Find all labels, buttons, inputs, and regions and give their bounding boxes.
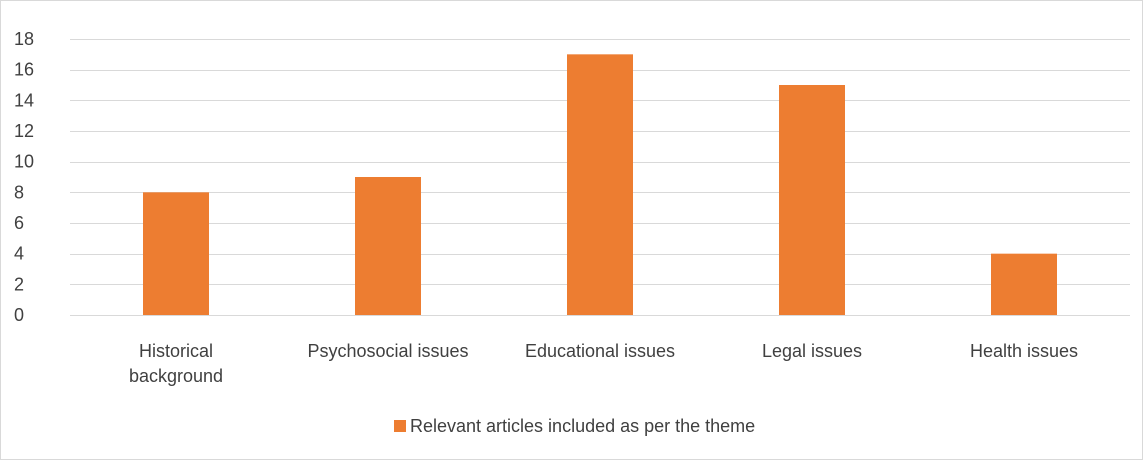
bar-historical-background xyxy=(143,192,209,315)
x-axis-category-labels: Historical background Psychosocial issues E… xyxy=(129,341,1078,386)
bar-psychosocial-issues xyxy=(355,177,421,315)
x-category-label-line: Health issues xyxy=(970,341,1078,361)
legend-label: Relevant articles included as per the th… xyxy=(410,416,755,436)
legend: Relevant articles included as per the th… xyxy=(394,416,755,436)
bar-educational-issues xyxy=(567,54,633,315)
y-tick-label: 0 xyxy=(14,305,24,325)
y-axis-tick-labels: 0 2 4 6 8 10 12 14 16 18 xyxy=(14,29,34,325)
legend-swatch xyxy=(394,420,406,432)
y-tick-label: 6 xyxy=(14,213,24,233)
x-category-label-line: Legal issues xyxy=(762,341,862,361)
x-category-label-line: Educational issues xyxy=(525,341,675,361)
y-tick-label: 10 xyxy=(14,152,34,172)
y-tick-label: 18 xyxy=(14,29,34,49)
y-tick-label: 2 xyxy=(14,274,24,294)
x-category-label: Legal issues xyxy=(762,341,862,361)
x-category-label: Historical background xyxy=(129,341,223,386)
bar-legal-issues xyxy=(779,85,845,315)
y-tick-label: 8 xyxy=(14,182,24,202)
x-category-label-line: Psychosocial issues xyxy=(307,341,468,361)
x-category-label: Health issues xyxy=(970,341,1078,361)
bar-health-issues xyxy=(991,253,1057,315)
x-category-label: Psychosocial issues xyxy=(307,341,468,361)
bars xyxy=(143,54,1057,315)
y-tick-label: 16 xyxy=(14,60,34,80)
x-category-label-line: background xyxy=(129,366,223,386)
x-category-label-line: Historical xyxy=(139,341,213,361)
y-tick-label: 14 xyxy=(14,90,34,110)
y-tick-label: 4 xyxy=(14,244,24,264)
y-tick-label: 12 xyxy=(14,121,34,141)
x-category-label: Educational issues xyxy=(525,341,675,361)
